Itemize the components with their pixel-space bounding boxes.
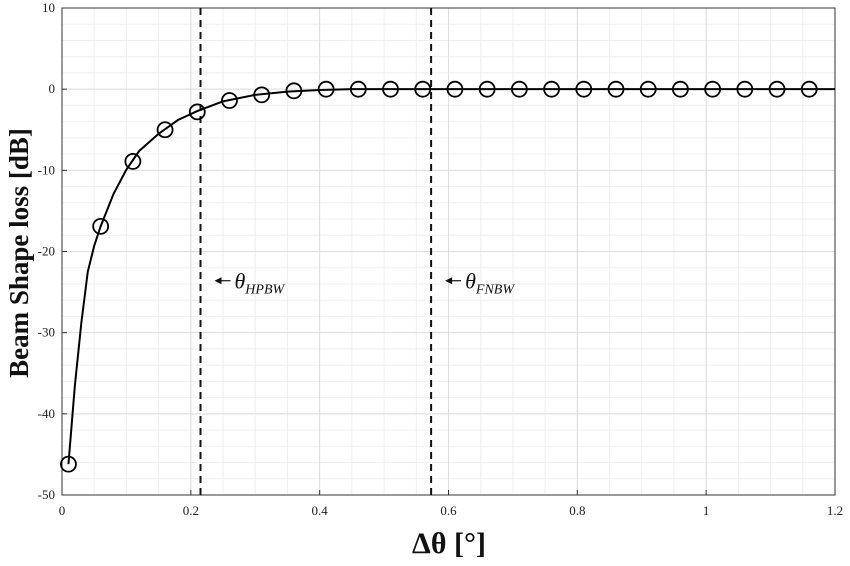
annotation-label: θFNBW	[465, 269, 515, 298]
data-marker	[446, 80, 464, 98]
reference-lines	[199, 8, 433, 495]
data-marker	[382, 80, 399, 98]
major-grid	[61, 7, 836, 496]
x-tick-label: 1.2	[827, 503, 843, 518]
y-tick-label: 10	[42, 0, 55, 15]
x-axis-ticks: 0 0.2 0.4 0.6 0.8 1 1.2	[59, 490, 843, 518]
y-tick-label: -30	[38, 325, 55, 340]
series-curve	[67, 88, 835, 465]
data-marker	[575, 80, 593, 98]
data-marker	[672, 80, 689, 98]
data-marker	[414, 80, 432, 98]
y-axis-title: Beam Shape loss [dB]	[4, 128, 34, 378]
data-marker	[607, 80, 625, 98]
data-marker	[736, 80, 754, 98]
y-tick-label: -10	[38, 162, 55, 177]
y-tick-label: -40	[38, 406, 55, 421]
data-marker	[478, 80, 496, 98]
x-axis-title: Δθ [°]	[412, 527, 486, 560]
data-marker	[221, 92, 238, 109]
data-marker	[317, 80, 335, 98]
annotation-label: θHPBW	[234, 269, 285, 298]
data-marker	[768, 80, 786, 98]
data-marker	[704, 80, 722, 98]
x-tick-label: 0.8	[569, 503, 585, 518]
y-tick-label: 0	[49, 81, 56, 96]
x-tick-label: 0.4	[312, 503, 329, 518]
data-marker	[510, 80, 528, 98]
annotation-arrow-head	[445, 277, 453, 285]
data-marker	[60, 455, 77, 473]
y-axis-ticks: -50 -40 -30 -20 -10 0 10	[38, 0, 67, 502]
data-marker	[124, 153, 142, 170]
x-tick-label: 0.2	[183, 503, 199, 518]
series-markers	[60, 80, 818, 473]
x-tick-label: 0.6	[440, 503, 457, 518]
annotation-arrow-head	[214, 277, 222, 285]
annotations: θHPBW θFNBW	[214, 269, 515, 298]
y-tick-label: -20	[38, 244, 55, 259]
x-tick-label: 1	[703, 503, 710, 518]
data-marker	[156, 121, 174, 139]
data-marker	[188, 103, 206, 121]
data-marker	[92, 217, 110, 235]
data-marker	[349, 80, 367, 98]
y-tick-label: -50	[38, 487, 55, 502]
annotation-subscript: HPBW	[244, 283, 285, 298]
data-marker	[543, 80, 560, 98]
x-tick-label: 0	[59, 503, 66, 518]
data-marker	[253, 86, 271, 104]
annotation-subscript: FNBW	[475, 283, 515, 298]
data-marker	[285, 82, 303, 100]
series-line	[67, 88, 835, 465]
data-marker	[639, 80, 657, 98]
data-marker	[800, 80, 818, 98]
